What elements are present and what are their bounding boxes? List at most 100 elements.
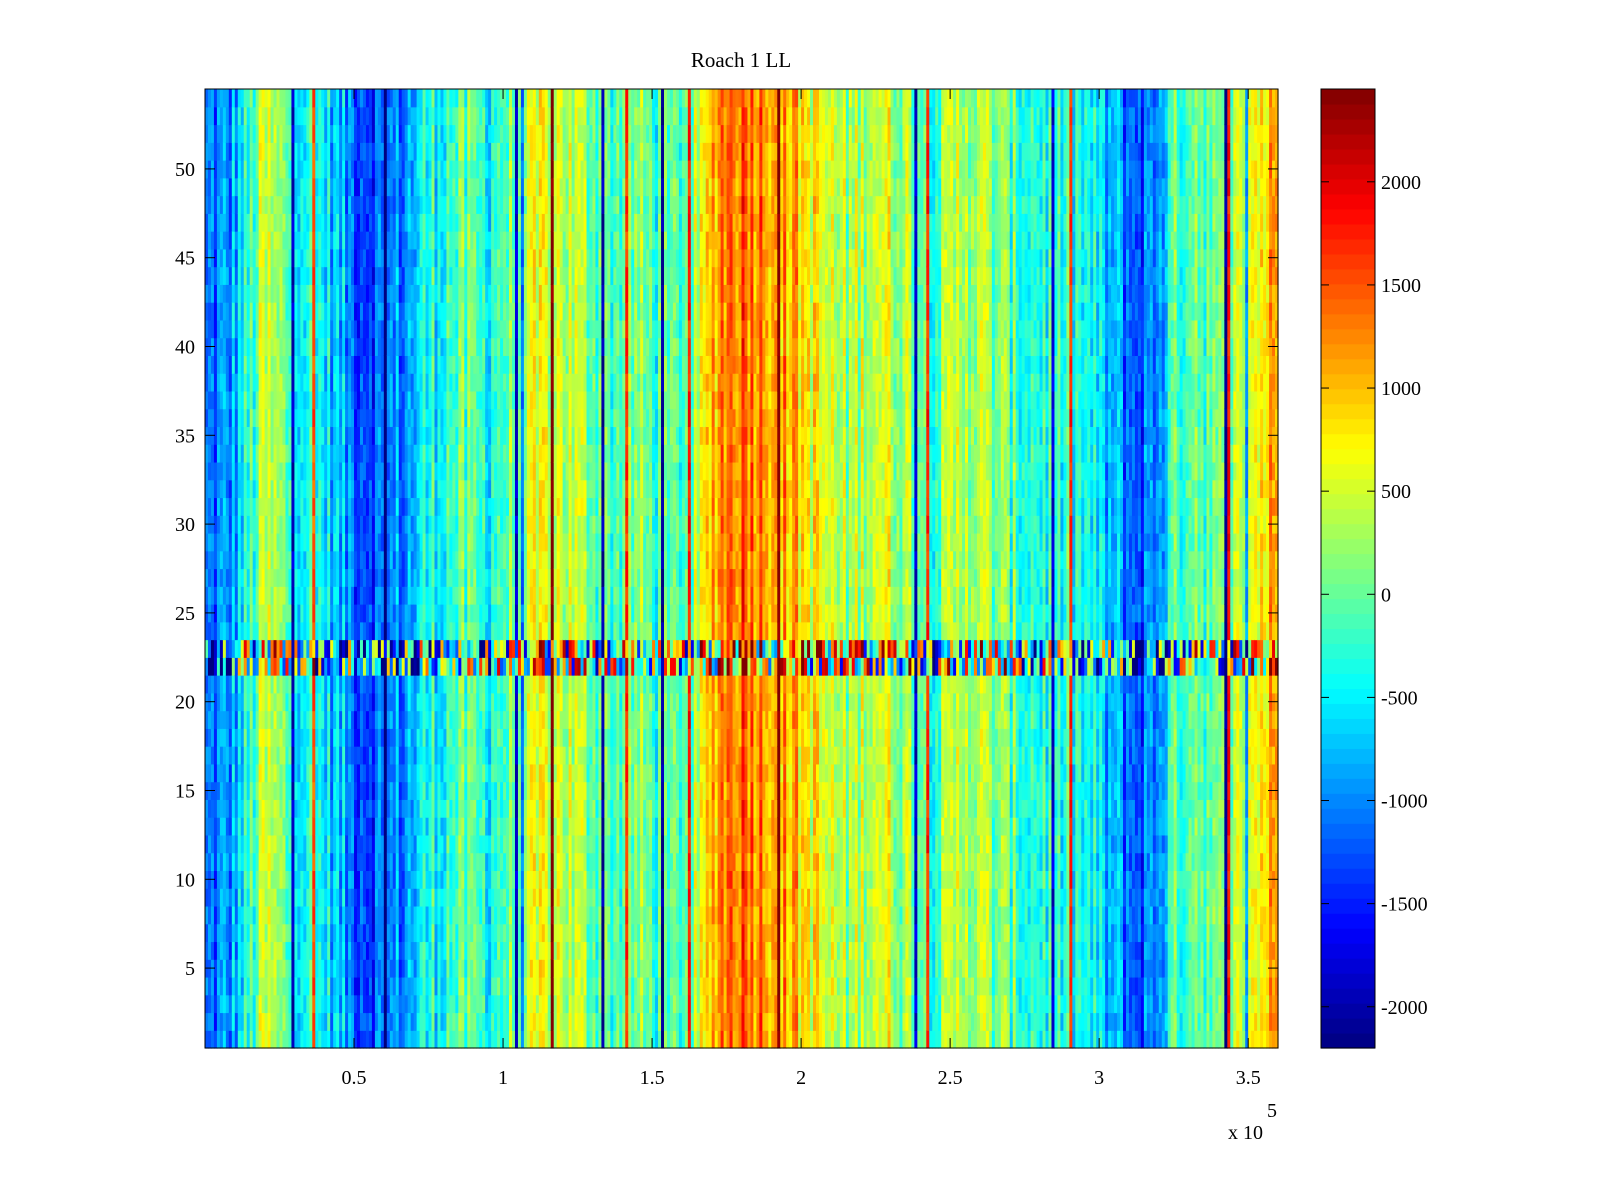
heatmap-cell: [318, 817, 322, 836]
heatmap-cell: [392, 888, 397, 907]
heatmap-cell: [222, 426, 227, 445]
heatmap-cell: [339, 763, 343, 783]
heatmap-cell: [282, 568, 287, 587]
heatmap-cell: [255, 248, 260, 268]
heatmap-cell: [368, 657, 373, 676]
heatmap-cell: [309, 657, 313, 676]
heatmap-cell: [315, 355, 319, 374]
heatmap-cell: [285, 213, 290, 232]
heatmap-cell: [339, 639, 343, 658]
heatmap-cell: [419, 976, 424, 996]
heatmap-cell: [231, 532, 236, 552]
heatmap-cell: [285, 586, 290, 605]
heatmap-cell: [228, 994, 233, 1014]
heatmap-cell: [231, 870, 236, 889]
heatmap-cell: [455, 355, 459, 374]
heatmap-cell: [249, 213, 254, 232]
heatmap-cell: [407, 497, 412, 516]
heatmap-cell: [407, 1012, 412, 1031]
heatmap-cell: [377, 586, 382, 605]
heatmap-cell: [303, 621, 307, 641]
heatmap-cell: [282, 124, 287, 143]
heatmap-cell: [291, 657, 296, 676]
heatmap-cell: [389, 976, 394, 996]
heatmap-cell: [333, 302, 337, 321]
heatmap-cell: [449, 763, 453, 783]
heatmap-cell: [288, 355, 293, 374]
heatmap-cell: [345, 444, 349, 463]
heatmap-cell: [267, 657, 272, 676]
heatmap-cell: [321, 195, 325, 214]
heatmap-cell: [279, 994, 284, 1014]
heatmap-cell: [270, 568, 275, 587]
heatmap-cell: [410, 337, 415, 356]
heatmap-cell: [365, 266, 370, 285]
heatmap-cell: [312, 515, 316, 534]
heatmap-cell: [365, 461, 370, 481]
heatmap-cell: [362, 142, 367, 161]
heatmap-cell: [458, 692, 462, 712]
heatmap-cell: [434, 124, 439, 143]
heatmap-cell: [404, 834, 409, 854]
heatmap-cell: [294, 1012, 298, 1031]
heatmap-cell: [327, 905, 331, 925]
heatmap-cell: [267, 231, 272, 250]
heatmap-cell: [476, 532, 480, 552]
heatmap-cell: [309, 461, 313, 481]
heatmap-cell: [416, 834, 421, 854]
heatmap-cell: [318, 479, 322, 499]
heatmap-cell: [449, 142, 453, 161]
heatmap-cell: [392, 302, 397, 321]
heatmap-cell: [327, 639, 331, 658]
heatmap-cell: [300, 142, 304, 161]
heatmap-cell: [249, 142, 254, 161]
heatmap-cell: [413, 337, 418, 356]
heatmap-cell: [345, 923, 349, 943]
heatmap-cell: [368, 373, 373, 392]
heatmap-cell: [294, 319, 298, 339]
heatmap-cell: [249, 124, 254, 143]
heatmap-cell: [374, 195, 379, 214]
heatmap-cell: [303, 710, 307, 729]
heatmap-cell: [428, 124, 433, 143]
heatmap-cell: [273, 959, 278, 978]
heatmap-cell: [321, 639, 325, 658]
heatmap-cell: [357, 852, 361, 872]
heatmap-cell: [473, 479, 477, 499]
heatmap-cell: [443, 994, 448, 1014]
heatmap-cell: [264, 959, 269, 978]
heatmap-cell: [452, 373, 456, 392]
heatmap-cell: [419, 817, 424, 836]
heatmap-cell: [374, 657, 379, 676]
heatmap-cell: [261, 692, 266, 712]
heatmap-cell: [216, 781, 221, 800]
heatmap-cell: [261, 976, 266, 996]
heatmap-cell: [473, 426, 477, 445]
heatmap-cell: [258, 817, 263, 836]
heatmap-cell: [264, 657, 269, 676]
heatmap-cell: [279, 177, 284, 197]
heatmap-cell: [255, 515, 260, 534]
heatmap-cell: [225, 994, 230, 1014]
heatmap-cell: [306, 408, 310, 428]
heatmap-cell: [231, 284, 236, 303]
heatmap-cell: [324, 532, 328, 552]
heatmap-cell: [380, 763, 385, 783]
heatmap-cell: [306, 266, 310, 285]
heatmap-cell: [377, 461, 382, 481]
heatmap-cell: [294, 763, 298, 783]
heatmap-cell: [231, 337, 236, 356]
heatmap-cell: [312, 781, 316, 800]
heatmap-cell: [371, 621, 376, 641]
heatmap-cell: [359, 248, 364, 268]
heatmap-cell: [476, 550, 480, 570]
heatmap-cell: [279, 373, 284, 392]
heatmap-cell: [413, 568, 418, 587]
heatmap-cell: [434, 692, 439, 712]
heatmap-cell: [324, 515, 328, 534]
heatmap-cell: [476, 852, 480, 872]
heatmap-cell: [434, 976, 439, 996]
heatmap-cell: [401, 852, 406, 872]
heatmap-cell: [327, 621, 331, 641]
heatmap-cell: [437, 426, 442, 445]
